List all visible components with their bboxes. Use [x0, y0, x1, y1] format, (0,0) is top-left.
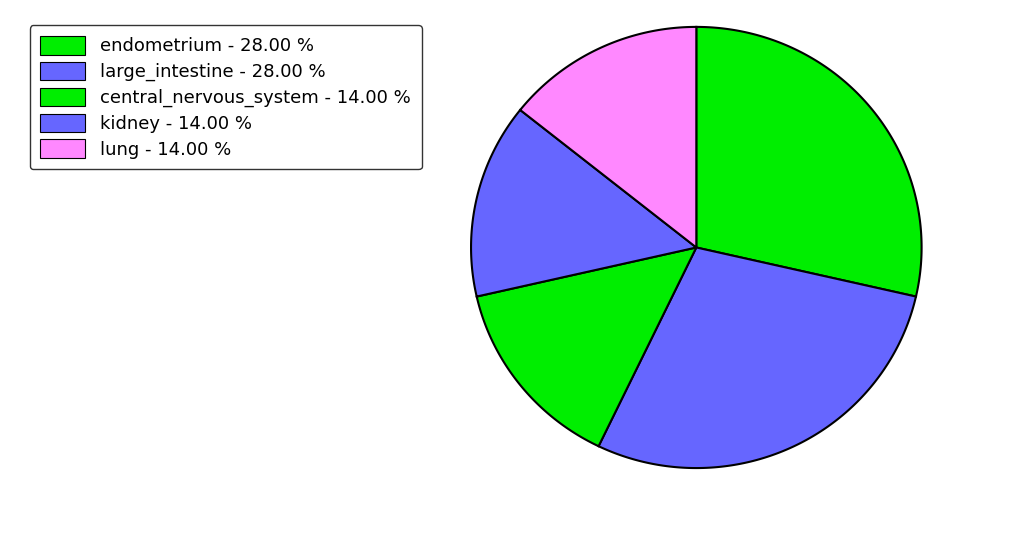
Polygon shape [696, 27, 922, 296]
Polygon shape [477, 247, 696, 446]
Legend: endometrium - 28.00 %, large_intestine - 28.00 %, central_nervous_system - 14.00: endometrium - 28.00 %, large_intestine -… [30, 25, 422, 169]
Polygon shape [471, 110, 696, 296]
Polygon shape [520, 27, 696, 247]
Polygon shape [599, 247, 915, 468]
